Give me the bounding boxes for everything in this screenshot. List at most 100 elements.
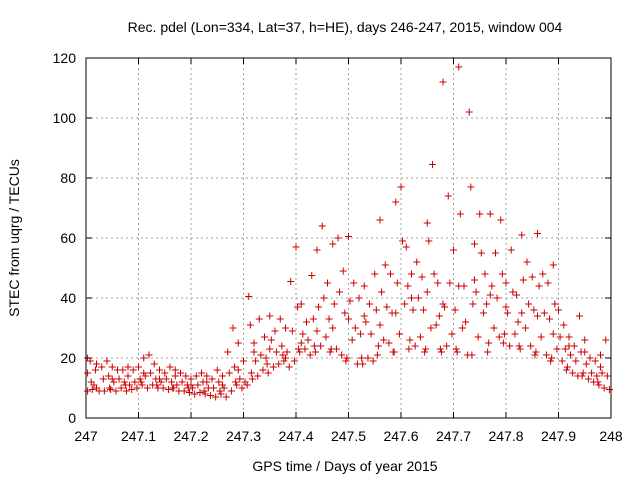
data-point [216, 387, 224, 395]
data-point [359, 360, 367, 368]
data-point [446, 279, 454, 287]
data-point [156, 375, 163, 383]
data-point [598, 369, 606, 377]
data-point [430, 270, 438, 278]
data-point [518, 309, 526, 317]
data-point [399, 237, 407, 245]
data-point [117, 384, 125, 392]
data-point [169, 384, 177, 392]
data-point [162, 375, 170, 383]
data-point [450, 246, 457, 254]
data-point [385, 339, 393, 347]
data-point [182, 372, 190, 380]
data-point [471, 240, 478, 248]
data-point [500, 330, 508, 338]
data-point [263, 360, 271, 368]
data-point [444, 192, 452, 200]
data-point [492, 249, 499, 257]
data-point [374, 342, 382, 350]
data-point [376, 216, 384, 224]
data-point [215, 378, 223, 386]
data-point [93, 360, 100, 368]
data-point [238, 384, 246, 392]
data-point [423, 219, 431, 227]
data-point [334, 234, 342, 242]
data-point [208, 375, 216, 383]
data-point [224, 348, 232, 356]
data-point [297, 300, 305, 308]
data-point [308, 272, 316, 279]
data-point [185, 389, 193, 396]
data-point [516, 345, 524, 353]
data-point [389, 348, 397, 356]
data-point [306, 351, 314, 359]
data-point [150, 360, 158, 368]
data-point [348, 336, 356, 344]
data-point [537, 333, 545, 341]
y-tick-label: 100 [53, 110, 77, 126]
data-point [472, 288, 480, 296]
data-point [303, 318, 310, 326]
y-tick-label: 60 [60, 230, 76, 246]
chart-title: Rec. pdel (Lon=334, Lat=37, h=HE), days … [128, 19, 563, 35]
data-point [603, 372, 611, 380]
data-point [572, 357, 580, 365]
data-point [421, 348, 429, 356]
data-point [376, 321, 384, 329]
data-point [397, 183, 405, 191]
data-point [549, 330, 557, 338]
data-point [584, 375, 592, 383]
data-point [108, 375, 116, 383]
data-point [128, 386, 136, 393]
data-point [212, 393, 220, 401]
data-point [408, 294, 415, 302]
data-point [192, 372, 200, 380]
data-point [329, 324, 337, 332]
data-point [135, 363, 142, 371]
data-point [296, 348, 304, 356]
data-point [131, 378, 139, 386]
data-point [283, 348, 291, 356]
data-point [187, 375, 195, 383]
data-point [295, 345, 303, 353]
data-point [402, 243, 410, 251]
data-point [462, 318, 470, 326]
y-tick-label: 80 [60, 170, 76, 186]
data-point [401, 300, 409, 308]
data-point [234, 366, 242, 374]
data-point [531, 351, 539, 359]
data-point [471, 276, 478, 284]
data-point [332, 345, 340, 353]
data-point [143, 384, 151, 392]
data-point [427, 324, 435, 332]
data-point [502, 279, 510, 287]
data-point [448, 330, 456, 338]
data-point [451, 306, 459, 314]
x-tick-label: 247.7 [436, 428, 471, 444]
data-point [177, 369, 184, 377]
data-point [222, 393, 230, 401]
x-tick-label: 247 [74, 428, 98, 444]
data-point [423, 288, 431, 296]
data-point [220, 384, 228, 392]
data-point [565, 333, 573, 341]
data-point [414, 294, 422, 302]
data-point [178, 378, 186, 386]
data-point [434, 279, 442, 287]
data-point [477, 249, 485, 257]
data-point [366, 300, 373, 308]
data-point [373, 351, 381, 359]
data-point [248, 375, 256, 383]
data-point [124, 372, 132, 380]
data-point [413, 258, 421, 266]
data-point [324, 279, 331, 287]
data-point [378, 288, 386, 296]
data-point [91, 366, 99, 374]
data-point [435, 312, 443, 320]
data-point [278, 342, 286, 350]
data-point [100, 387, 108, 395]
data-point [555, 306, 562, 314]
data-point [184, 384, 192, 392]
data-point [581, 348, 589, 356]
